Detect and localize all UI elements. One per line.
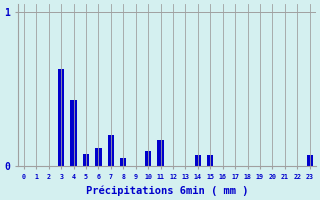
Bar (70, 100, 77, 166)
Bar (195, 155, 201, 166)
Bar (58, 69, 64, 166)
Bar (207, 155, 213, 166)
Bar (120, 158, 126, 166)
Bar (83, 154, 89, 166)
Bar (157, 140, 164, 166)
Bar (307, 155, 313, 166)
Bar (145, 151, 151, 166)
X-axis label: Précipitations 6min ( mm ): Précipitations 6min ( mm ) (85, 185, 248, 196)
Bar (95, 148, 101, 166)
Bar (108, 135, 114, 166)
